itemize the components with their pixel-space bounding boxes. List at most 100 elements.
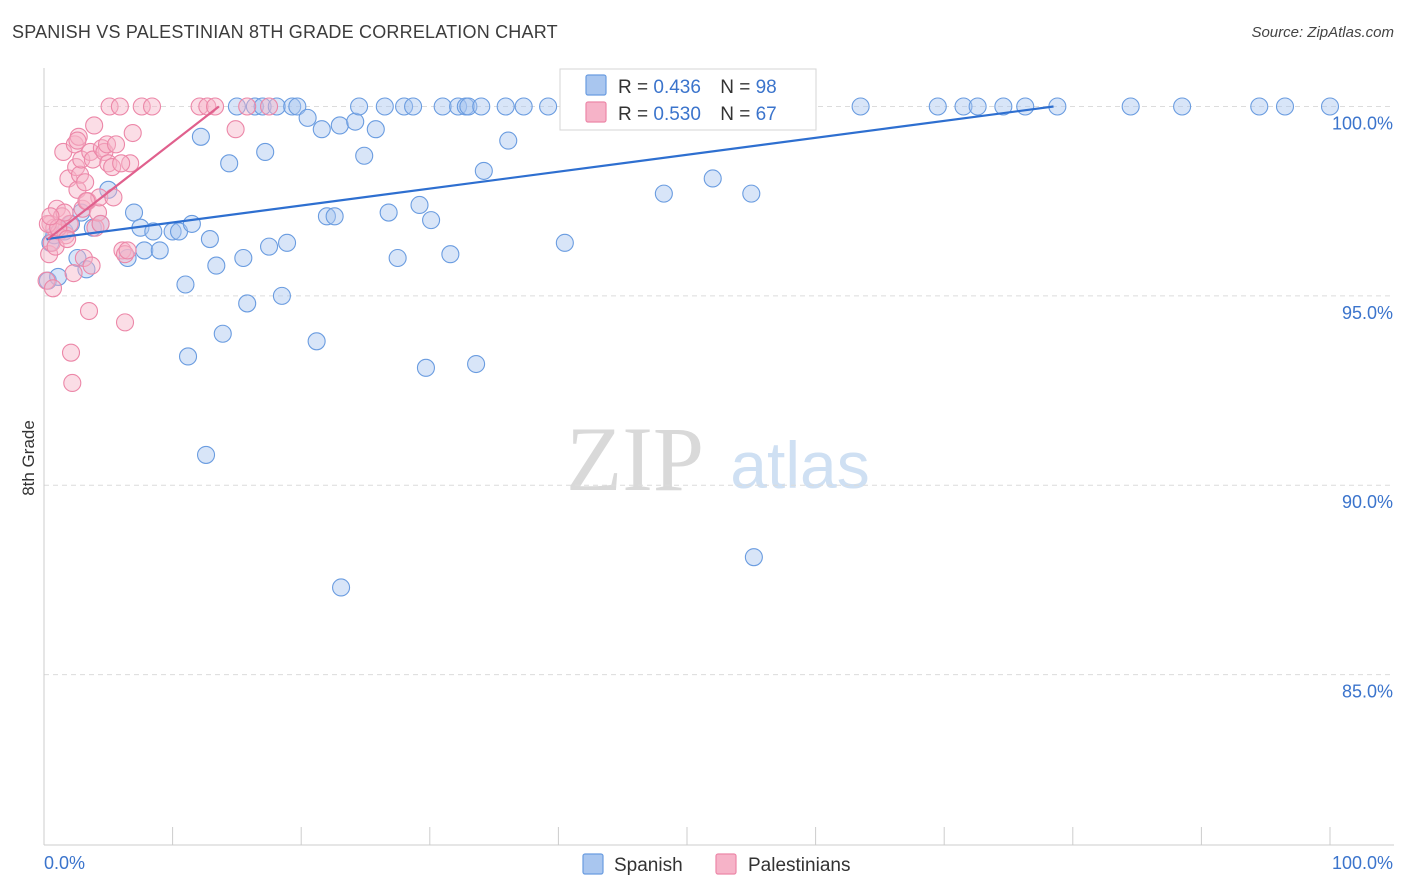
spanish-point xyxy=(514,97,533,116)
spanish-point xyxy=(346,112,365,131)
legend-row-palestinians: R = 0.530 N = 67 xyxy=(618,104,777,125)
spanish-point xyxy=(404,97,423,116)
spanish-point xyxy=(555,233,574,252)
palestinian-point xyxy=(68,131,87,150)
spanish-point xyxy=(288,97,307,116)
spanish-point xyxy=(135,241,154,260)
spanish-point xyxy=(375,97,394,116)
source-credit: Source: ZipAtlas.com xyxy=(1251,24,1394,41)
spanish-point xyxy=(272,286,291,305)
palestinian-point xyxy=(118,241,137,260)
spanish-point xyxy=(312,120,331,139)
spanish-point xyxy=(234,248,253,268)
palestinian-r-label: R = xyxy=(618,104,653,125)
legend-palestinians-label: Palestinians xyxy=(748,855,850,876)
palestinian-point xyxy=(123,123,142,143)
spanish-point xyxy=(200,230,219,249)
x-tick-label-min: 0.0% xyxy=(44,853,85,873)
spanish-point xyxy=(459,97,478,116)
palestinian-point xyxy=(85,116,104,135)
palestinian-n-value: 67 xyxy=(756,104,777,125)
spanish-point xyxy=(182,214,201,233)
spanish-point xyxy=(994,97,1013,116)
spanish-point xyxy=(253,97,272,116)
palestinian-swatch xyxy=(585,101,607,123)
palestinian-trend-line xyxy=(47,105,220,240)
spanish-point xyxy=(1320,97,1340,116)
palestinian-point xyxy=(74,248,93,268)
palestinian-point xyxy=(58,230,77,249)
spanish-r-label: R = xyxy=(618,77,653,98)
spanish-point xyxy=(441,245,460,264)
spanish-point xyxy=(332,578,351,597)
series-legend: Spanish Palestinians xyxy=(582,853,850,876)
spanish-point xyxy=(851,97,870,116)
palestinian-point xyxy=(110,97,129,116)
spanish-point xyxy=(474,161,493,180)
spanish-point xyxy=(176,275,195,294)
palestinian-point xyxy=(100,97,119,116)
spanish-point xyxy=(317,207,336,226)
palestinian-point xyxy=(132,97,151,116)
palestinian-n-label: N = xyxy=(720,104,755,125)
spanish-point xyxy=(1250,97,1269,116)
spanish-point xyxy=(388,248,407,268)
palestinian-point xyxy=(77,192,96,211)
spanish-point xyxy=(416,358,435,377)
grid-lines: 100.0% 95.0% 90.0% 85.0% xyxy=(44,106,1394,702)
palestinian-point xyxy=(55,203,74,222)
chart-title: SPANISH VS PALESTINIAN 8TH GRADE CORRELA… xyxy=(12,22,558,42)
spanish-trend-line xyxy=(46,105,1054,241)
legend-row-spanish: R = 0.436 N = 98 xyxy=(618,77,777,98)
palestinian-point xyxy=(103,158,122,177)
legend-spanish-swatch xyxy=(582,853,604,875)
palestinian-point xyxy=(61,343,81,362)
palestinian-point xyxy=(43,279,63,298)
spanish-point xyxy=(207,256,226,275)
palestinian-point xyxy=(64,264,83,283)
spanish-point xyxy=(968,97,987,116)
spanish-point xyxy=(325,207,344,226)
spanish-point xyxy=(954,97,973,116)
trend-lines xyxy=(46,105,1054,241)
spanish-n-value: 98 xyxy=(756,77,777,98)
spanish-point xyxy=(259,237,279,256)
spanish-point xyxy=(379,203,398,222)
axes: 0.0% 100.0% xyxy=(43,68,1394,873)
stats-legend: R = 0.436 N = 98 R = 0.530 N = 67 xyxy=(559,68,817,131)
watermark-zip: ZIP xyxy=(566,408,704,510)
spanish-point xyxy=(496,97,515,116)
palestinian-point xyxy=(41,207,60,226)
spanish-point xyxy=(227,97,246,116)
palestinian-point xyxy=(63,373,82,393)
palestinian-point xyxy=(238,97,257,116)
spanish-point xyxy=(744,548,763,567)
spanish-point xyxy=(742,184,761,203)
spanish-point xyxy=(278,233,297,252)
spanish-point xyxy=(330,116,349,135)
spanish-point xyxy=(283,97,302,116)
spanish-point xyxy=(256,142,275,162)
spanish-n-label: N = xyxy=(720,77,755,98)
spanish-point xyxy=(124,203,144,222)
spanish-point xyxy=(298,108,317,127)
y-tick-label: 95.0% xyxy=(1342,303,1393,323)
spanish-point xyxy=(144,222,163,241)
palestinian-point xyxy=(76,173,95,192)
spanish-point xyxy=(539,97,558,116)
palestinian-r-value: 0.530 xyxy=(653,104,701,125)
spanish-point xyxy=(49,267,68,286)
spanish-point xyxy=(245,97,264,116)
palestinian-point xyxy=(142,97,162,116)
spanish-point xyxy=(1275,97,1295,116)
spanish-r-value: 0.436 xyxy=(653,77,701,98)
palestinian-point xyxy=(259,97,279,116)
spanish-point xyxy=(267,97,286,116)
palestinian-point xyxy=(37,271,56,290)
spanish-point xyxy=(350,97,369,116)
spanish-point xyxy=(499,131,518,150)
spanish-point xyxy=(1173,97,1192,116)
y-tick-label: 90.0% xyxy=(1342,492,1393,512)
palestinian-point xyxy=(82,256,101,275)
